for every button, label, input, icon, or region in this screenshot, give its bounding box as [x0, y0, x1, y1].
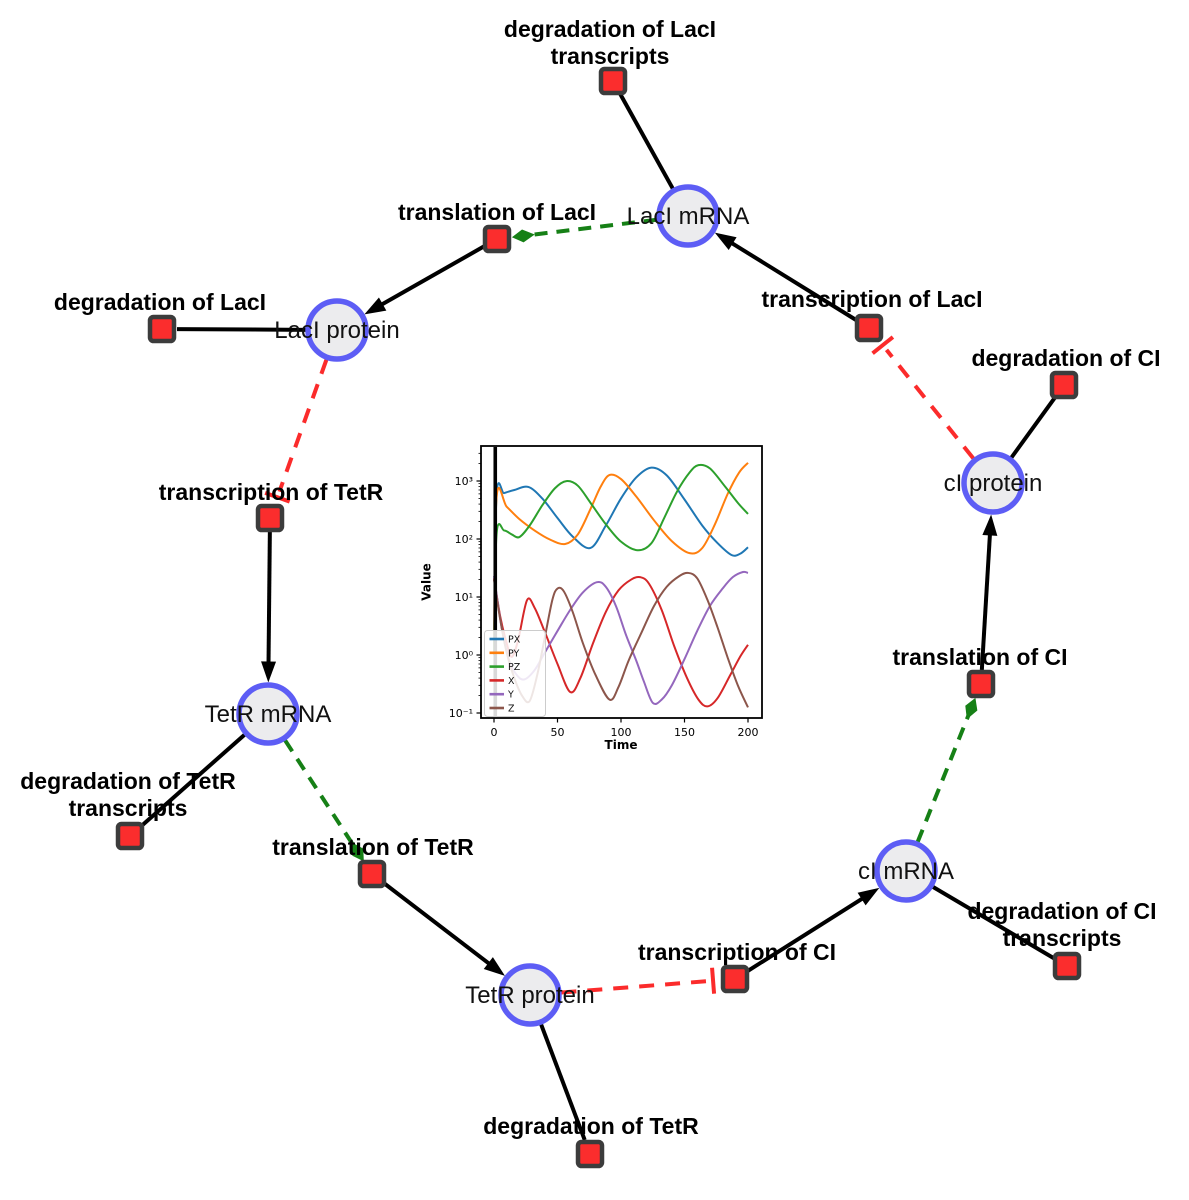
- species-node-ci-mrna[interactable]: [874, 839, 938, 903]
- y-tick-label: 10³: [455, 475, 473, 488]
- chart-legend: PX PY PZ XYZ: [484, 630, 546, 717]
- edge-production-translation-ci-ci-protein: [979, 514, 998, 671]
- reaction-label-translation-ci: translation of CI: [892, 644, 1067, 670]
- reaction-node-deg-laci[interactable]: [147, 314, 177, 344]
- reaction-node-transcription-tetr[interactable]: [255, 503, 285, 533]
- reaction-label-deg-tetr: degradation of TetR: [483, 1113, 699, 1139]
- chart-line-PX: [493, 466, 749, 656]
- edge-consumption-tetr-protein-deg-tetr: [539, 1023, 587, 1141]
- species-node-laci-protein[interactable]: [305, 298, 369, 362]
- edge-consumption-ci-protein-deg-ci: [1009, 395, 1057, 459]
- reaction-label-deg-tetr-transcripts: transcripts: [69, 795, 188, 821]
- arrowhead-icon: [982, 514, 998, 536]
- reaction-node-deg-tetr[interactable]: [575, 1139, 605, 1169]
- edge-inhibition-ci-protein-transcription-laci: [871, 335, 975, 460]
- x-tick-label: 200: [738, 726, 759, 739]
- arrowhead-icon: [714, 232, 737, 251]
- species-node-tetr-protein[interactable]: [498, 963, 562, 1027]
- legend-label-X: X: [508, 676, 515, 687]
- diamond-arrowhead-icon: [965, 697, 978, 720]
- tbar-inhibitor-icon: [264, 491, 291, 504]
- species-label-tetr-protein: TetR protein: [465, 982, 594, 1009]
- reaction-node-deg-ci-transcripts[interactable]: [1052, 951, 1082, 981]
- chart-ylabel: Value: [420, 563, 434, 601]
- reaction-label-deg-laci: degradation of LacI: [54, 289, 266, 315]
- reaction-label-deg-laci-transcripts: transcripts: [551, 43, 670, 69]
- legend-label-PZ: PZ: [508, 662, 521, 673]
- species-label-ci-mrna: cI mRNA: [858, 858, 954, 885]
- edge-consumption-laci-protein-deg-laci: [176, 327, 306, 332]
- reaction-node-translation-laci[interactable]: [482, 224, 512, 254]
- edge-inhibition-tetr-protein-transcription-ci: [561, 967, 717, 995]
- edge-production-transcription-laci-laci-mrna: [714, 232, 859, 323]
- reaction-label-translation-tetr: translation of TetR: [272, 834, 474, 860]
- labels-layer: LacI mRNA LacI protein TetR mRNA TetR prote…: [20, 16, 1160, 1139]
- edge-production-translation-laci-laci-protein: [364, 244, 486, 315]
- x-tick-label: 100: [611, 726, 632, 739]
- reaction-node-transcription-ci[interactable]: [720, 964, 750, 994]
- species-label-tetr-mrna: TetR mRNA: [205, 701, 332, 728]
- reaction-node-deg-tetr-transcripts[interactable]: [115, 821, 145, 851]
- legend-label-PX: PX: [508, 635, 521, 646]
- tbar-inhibitor-icon: [871, 335, 895, 355]
- edge-production-transcription-ci-ci-mrna: [745, 887, 880, 974]
- reaction-label-deg-tetr-transcripts: degradation of TetR: [20, 768, 236, 794]
- species-node-ci-protein[interactable]: [961, 451, 1025, 515]
- edge-modifier-ci-mrna-translation-ci: [915, 697, 978, 843]
- edge-modifier-laci-mrna-translation-laci: [511, 217, 657, 243]
- reaction-node-transcription-laci[interactable]: [854, 313, 884, 343]
- arrowhead-icon: [857, 887, 880, 906]
- reaction-label-transcription-laci: transcription of LacI: [761, 286, 982, 312]
- edge-production-translation-tetr-tetr-protein: [381, 880, 505, 976]
- edges-layer: [139, 93, 1057, 1141]
- x-tick-label: 50: [551, 726, 565, 739]
- chart-series-lines: [493, 462, 749, 708]
- edge-inhibition-laci-protein-transcription-tetr: [264, 359, 329, 504]
- reaction-label-deg-ci-transcripts: transcripts: [1003, 925, 1122, 951]
- species-label-ci-protein: cI protein: [944, 470, 1043, 497]
- y-tick-label: 10²: [455, 533, 473, 546]
- arrowhead-icon: [483, 957, 505, 976]
- y-tick-label: 10⁰: [455, 649, 474, 662]
- chart-axis-ticks: 0 50 100 150 200 10⁻¹ 10⁰ 10¹ 10² 10³: [449, 452, 759, 739]
- edge-modifier-tetr-mrna-translation-tetr: [283, 739, 364, 862]
- legend-label-PY: PY: [508, 648, 520, 659]
- chart-line-PY: [493, 462, 749, 656]
- reaction-node-deg-laci-transcripts[interactable]: [598, 66, 628, 96]
- legend-label-Y: Y: [507, 690, 514, 701]
- species-node-laci-mrna[interactable]: [656, 184, 720, 248]
- reaction-node-translation-tetr[interactable]: [357, 859, 387, 889]
- diamond-arrowhead-icon: [351, 842, 364, 862]
- reaction-label-deg-laci-transcripts: degradation of LacI: [504, 16, 716, 42]
- nodes-layer: [115, 66, 1082, 1169]
- edge-consumption-laci-mrna-deg-laci-transcripts: [618, 93, 675, 190]
- species-node-tetr-mrna[interactable]: [236, 682, 300, 746]
- x-tick-label: 150: [674, 726, 695, 739]
- tbar-inhibitor-icon: [710, 967, 717, 994]
- edge-consumption-ci-mrna-deg-ci-transcripts: [932, 885, 1056, 961]
- chart-line-PZ: [493, 463, 749, 656]
- diamond-arrowhead-icon: [511, 229, 535, 243]
- reaction-node-translation-ci[interactable]: [966, 669, 996, 699]
- y-tick-label: 10⁻¹: [449, 707, 473, 720]
- reaction-label-deg-ci: degradation of CI: [971, 345, 1160, 371]
- reaction-label-translation-laci: translation of LacI: [398, 199, 596, 225]
- reaction-label-transcription-ci: transcription of CI: [638, 939, 836, 965]
- arrowhead-icon: [364, 297, 387, 315]
- chart-xlabel: Time: [605, 738, 638, 752]
- edge-production-transcription-tetr-tetr-mrna: [261, 531, 277, 683]
- species-label-laci-mrna: LacI mRNA: [627, 203, 750, 230]
- legend-label-Z: Z: [508, 704, 515, 715]
- timeseries-inset-chart: 0 50 100 150 200 10⁻¹ 10⁰ 10¹ 10² 10³ PX PY PZ XYZ T…: [420, 445, 763, 752]
- reaction-node-deg-ci[interactable]: [1049, 370, 1079, 400]
- reaction-label-transcription-tetr: transcription of TetR: [159, 479, 384, 505]
- arrowhead-icon: [261, 661, 277, 683]
- edge-consumption-tetr-mrna-deg-tetr-transcripts: [139, 733, 246, 828]
- y-tick-label: 10¹: [455, 591, 473, 604]
- x-tick-label: 0: [491, 726, 498, 739]
- reaction-label-deg-ci-transcripts: degradation of CI: [967, 898, 1156, 924]
- species-label-laci-protein: LacI protein: [274, 317, 399, 344]
